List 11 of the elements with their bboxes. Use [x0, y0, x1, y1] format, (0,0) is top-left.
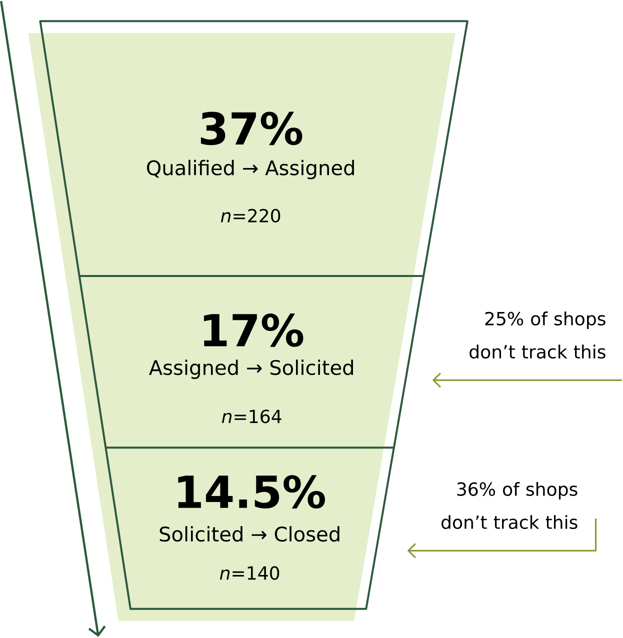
data-label: 14.5% [178, 475, 326, 508]
data-label: 17% [204, 313, 304, 347]
category-label: Qualified → Assigned [147, 160, 354, 180]
text: n=164 [222, 410, 282, 424]
text: n=140 [220, 566, 280, 580]
data-label: 37% [201, 112, 302, 146]
text: 25% of shops don’t track this [470, 312, 606, 359]
text: n=220 [221, 208, 280, 223]
category-label: Solicited → Closed [160, 526, 340, 542]
category-label: Assigned → Solicited [149, 360, 354, 379]
text: 36% of shops don’t track this [442, 482, 578, 530]
